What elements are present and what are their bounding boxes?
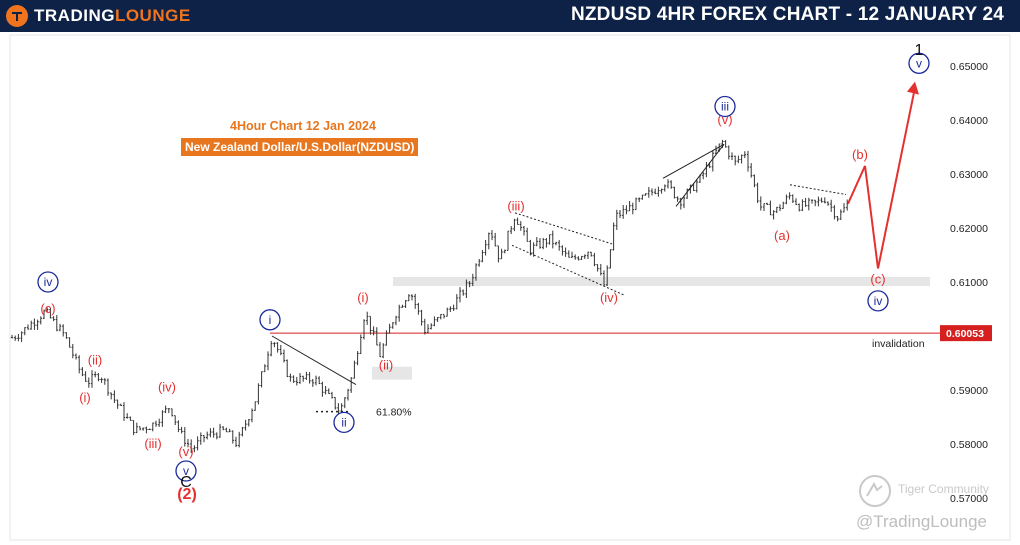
wave-label-red: (c) xyxy=(40,301,55,316)
info-timeframe-label: 4Hour Chart 12 Jan 2024 xyxy=(230,119,376,133)
logo-text-lounge: LOUNGE xyxy=(114,6,191,25)
tiger-community-watermark xyxy=(858,474,892,513)
y-tick-label: 0.63000 xyxy=(950,169,988,181)
wave-label-red: (2) xyxy=(177,486,197,503)
chart-border xyxy=(9,34,1011,541)
price-chart[interactable]: 0.65000 0.64000 0.63000 0.62000 0.61000 0.590… xyxy=(0,32,1020,545)
wave-ii-upper-trendline xyxy=(271,335,357,386)
invalidation-price-label: 0.60053 xyxy=(946,328,984,340)
wave-label-red: (i) xyxy=(357,290,369,305)
wave-label-black: 1 xyxy=(915,42,924,59)
header-bar: TRADING LOUNGE NZDUSD 4HR FOREX CHART - 1… xyxy=(0,0,1020,32)
wave-label-circle xyxy=(867,290,889,312)
info-instrument-label: New Zealand Dollar/U.S.Dollar(NZDUSD) xyxy=(181,138,419,156)
price-axis: 0.65000 0.64000 0.63000 0.62000 0.61000 0.590… xyxy=(872,61,992,505)
wedge-lower-line xyxy=(675,143,725,207)
wave-label-red: (iv) xyxy=(158,379,176,394)
wave-label-circle xyxy=(714,95,736,118)
wave-label-red: (ii) xyxy=(379,358,393,373)
wave-label-red: (a) xyxy=(774,228,790,243)
y-tick-label: 0.57000 xyxy=(950,493,988,505)
candle-series xyxy=(10,139,849,454)
wave-label-red: (c) xyxy=(870,271,885,286)
fib-618-label: 61.80% xyxy=(376,407,412,419)
wave-label-circle xyxy=(908,52,930,74)
projection-segment xyxy=(864,165,879,269)
wave-label-blue: v xyxy=(183,464,189,478)
projection-arrowhead xyxy=(907,81,919,95)
wave-label-blue: i xyxy=(269,313,272,327)
y-tick-label: 0.59000 xyxy=(950,385,988,397)
wave-label-red: (ii) xyxy=(88,352,102,367)
wave-label-circle xyxy=(259,309,281,331)
wedge-upper-line xyxy=(662,143,725,179)
wave-label-blue: iv xyxy=(44,275,53,289)
tradinglounge-logo-icon xyxy=(6,5,28,27)
wave-iv-channel-upper xyxy=(514,212,614,245)
chart-title: NZDUSD 4HR FOREX CHART - 12 JANUARY 24 xyxy=(570,4,1004,25)
wave-label-red: (iv) xyxy=(600,290,618,305)
wave-ii-zone xyxy=(372,366,412,380)
wave-label-circle xyxy=(333,411,355,434)
wave-label-blue: iv xyxy=(874,294,883,308)
triangle-upper-line xyxy=(789,184,847,196)
wave-iv-channel-lower xyxy=(511,244,626,296)
y-tick-label: 0.64000 xyxy=(950,115,988,127)
wave-label-black: C xyxy=(180,474,192,491)
invalidation-price-tag xyxy=(940,325,992,342)
y-tick-label: 0.61000 xyxy=(950,277,988,289)
wave-label-red: (v) xyxy=(178,444,193,459)
wave-label-circle xyxy=(37,271,59,293)
logo-text-trading: TRADING xyxy=(34,6,115,25)
wave-label-blue: iii xyxy=(721,100,729,114)
wave-label-blue: v xyxy=(916,56,922,70)
wave-label-red: (iii) xyxy=(144,436,161,451)
support-zone xyxy=(393,277,930,286)
wave-label-blue: ii xyxy=(341,415,346,429)
wave-label-red: (iii) xyxy=(507,198,524,213)
projection-segment xyxy=(877,87,916,269)
y-tick-label: 0.58000 xyxy=(950,439,988,451)
invalidation-note: invalidation xyxy=(872,338,925,350)
tiger-logo-icon xyxy=(859,475,891,507)
y-tick-label: 0.62000 xyxy=(950,223,988,235)
y-tick-label: 0.65000 xyxy=(950,61,988,73)
wave-label-red: (b) xyxy=(852,147,868,162)
wave-label-red: (i) xyxy=(79,390,91,405)
tradinglounge-watermark: @TradingLounge xyxy=(856,512,987,531)
projection-segment xyxy=(847,165,866,205)
wave-label-circle xyxy=(175,460,197,482)
tradinglounge-logo: TRADING LOUNGE xyxy=(6,3,191,29)
tiger-community-text: Tiger Community xyxy=(898,482,989,496)
